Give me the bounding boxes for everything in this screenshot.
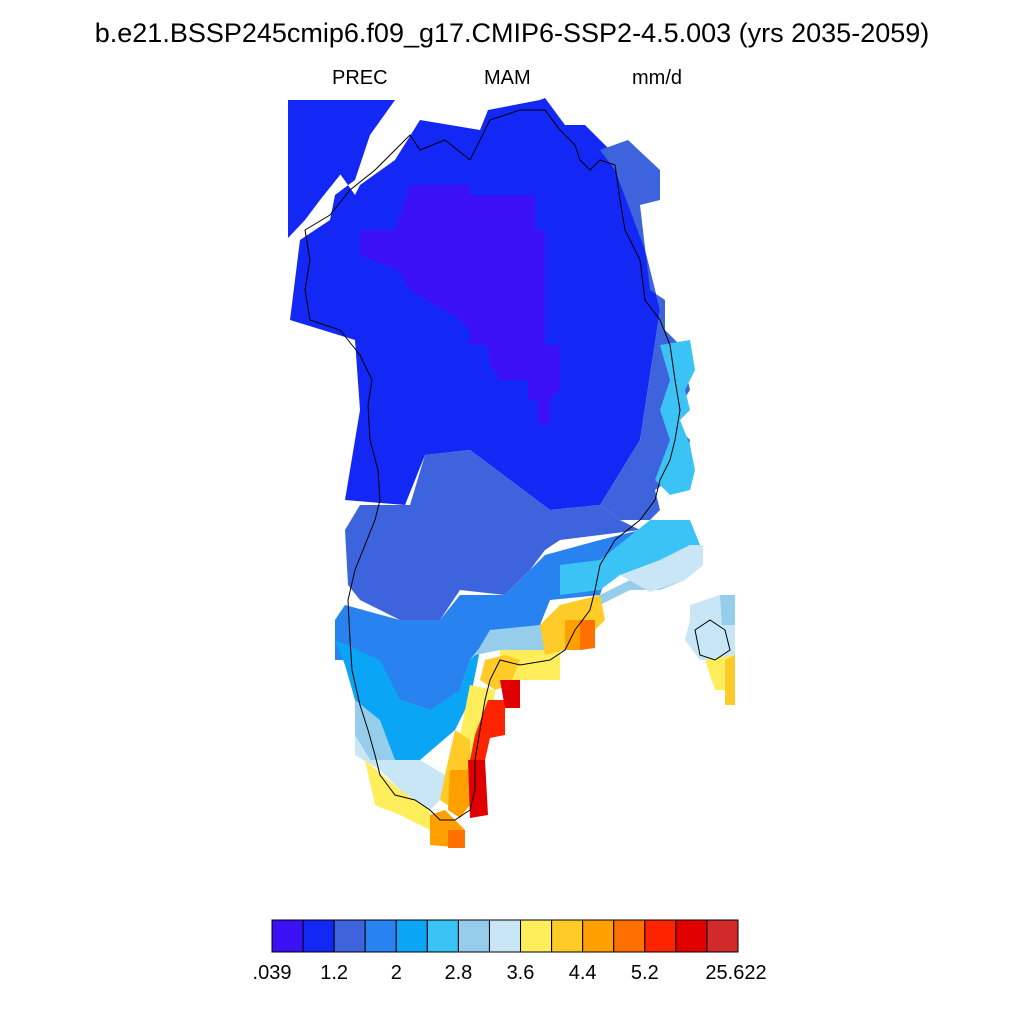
colorbar-box — [395, 919, 428, 953]
units-label: mm/d — [632, 67, 682, 89]
colorbar-tick-label: 1.2 — [320, 962, 349, 984]
colorbar-box — [333, 919, 366, 953]
field-band-pale-blue — [355, 700, 395, 760]
season-label: MAM — [484, 67, 531, 89]
colorbar-tick-label: 4.4 — [568, 962, 597, 984]
colorbar-box — [488, 919, 522, 953]
variable-label: PREC — [332, 67, 388, 89]
field-band-pale-blue — [475, 625, 550, 655]
colorbar-box — [675, 919, 708, 953]
colorbar-box — [302, 919, 335, 953]
field-band-sky — [655, 340, 695, 495]
colorbar-box — [551, 919, 584, 953]
field-band-dark-orange — [580, 620, 595, 650]
colorbar-box — [426, 919, 459, 953]
colorbar-tick-label: 5.2 — [630, 962, 659, 984]
colorbar-box — [613, 919, 646, 953]
field-band-lightest-blue — [355, 735, 445, 810]
colorbar-box — [706, 919, 739, 953]
map-field — [288, 98, 735, 848]
colorbar-box — [364, 919, 397, 953]
field-band-bright-blue — [288, 100, 395, 238]
colorbar-tick-label: 2.8 — [444, 962, 473, 984]
field-band-pale-blue — [720, 595, 735, 625]
field-band-violet — [360, 185, 560, 425]
colorbar — [271, 919, 739, 953]
colorbar-tick-label: 2 — [390, 962, 402, 984]
colorbar-box — [582, 919, 615, 953]
field-band-dark-orange — [448, 830, 465, 848]
field-band-lightest-blue — [620, 545, 703, 592]
field-band-orange — [448, 770, 470, 818]
field-band-dark-red — [468, 760, 488, 818]
field-band-sky — [560, 520, 700, 595]
colorbar-box — [457, 919, 490, 953]
colorbar-tick-label: .039 — [252, 962, 292, 984]
colorbar-box — [520, 919, 553, 953]
colorbar-tick-label: 25.622 — [705, 962, 767, 984]
field-band-red — [470, 700, 505, 760]
colorbar-tick-label: 3.6 — [506, 962, 535, 984]
colorbar-box — [644, 919, 677, 953]
field-band-gold — [725, 655, 735, 705]
field-band-dark-red — [500, 680, 520, 708]
coastline — [304, 109, 731, 821]
field-band-medium-blue — [345, 450, 640, 620]
colorbar-box — [271, 919, 304, 953]
plot-title: b.e21.BSSP245cmip6.f09_g17.CMIP6-SSP2-4.… — [94, 18, 930, 48]
